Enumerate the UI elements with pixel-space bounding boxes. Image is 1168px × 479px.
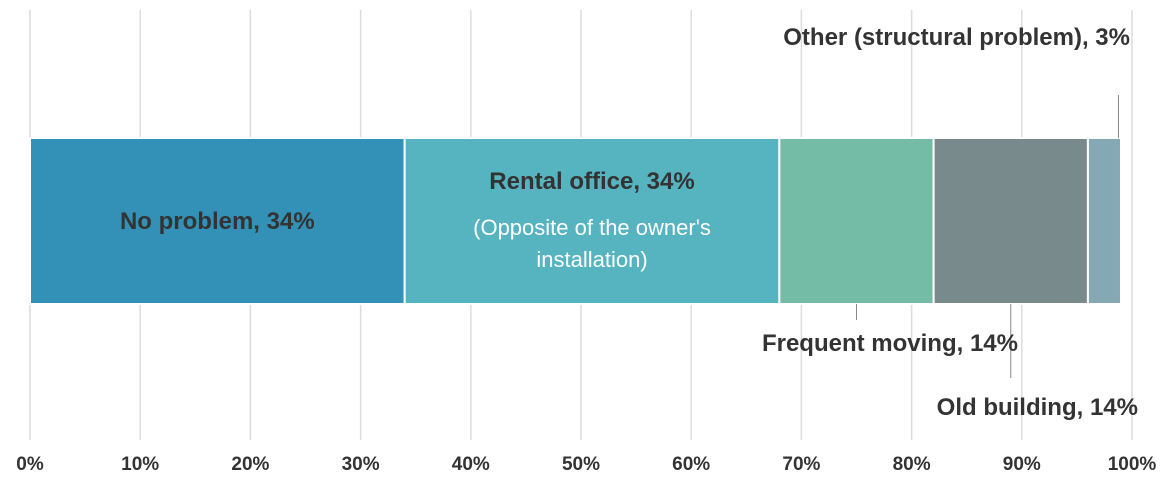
segment-label: Old building, 14% (936, 394, 1138, 421)
bar-segment (1086, 137, 1122, 305)
segment-label: Frequent moving, 14% (761, 330, 1018, 357)
segment-label: Other (structural problem), 3% (783, 24, 1130, 51)
x-tick-label: 90% (1002, 454, 1041, 475)
x-tick-label: 40% (451, 454, 490, 475)
x-tick-label: 80% (892, 454, 931, 475)
x-tick-label: 100% (1107, 454, 1157, 475)
x-tick-label: 70% (782, 454, 821, 475)
bar-segment (932, 137, 1089, 305)
bar-segment (778, 137, 935, 305)
x-tick-label: 10% (121, 454, 160, 475)
bar-segment (29, 137, 406, 305)
segment-label: Rental office, 34% (489, 168, 695, 195)
x-tick-label: 60% (672, 454, 711, 475)
x-tick-label: 0% (16, 454, 44, 475)
x-tick-label: 50% (561, 454, 601, 475)
segment-label: No problem, 34% (119, 208, 315, 235)
x-tick-label: 30% (341, 454, 380, 475)
bar-segment (403, 137, 781, 305)
x-tick-label: 20% (231, 454, 270, 475)
annotation: (Opposite of the owner's installation) (473, 215, 711, 272)
